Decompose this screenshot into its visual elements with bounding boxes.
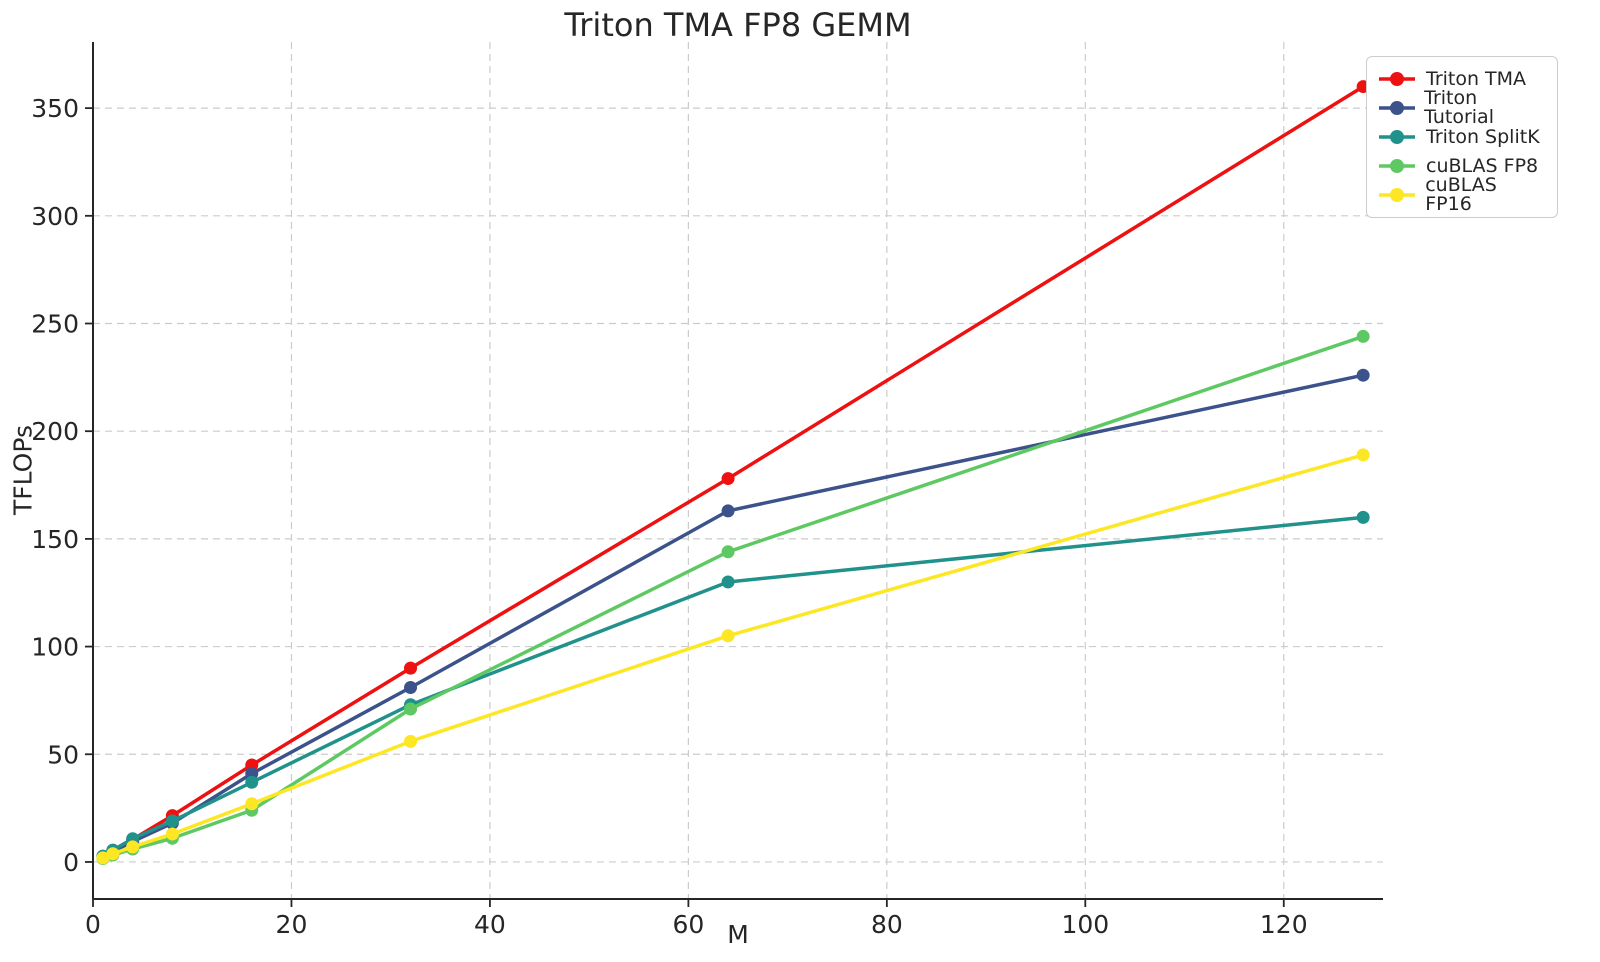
data-point-marker xyxy=(404,661,418,675)
data-point-marker xyxy=(1356,448,1370,462)
data-point-marker xyxy=(404,680,418,694)
x-tick-label: 80 xyxy=(871,910,903,939)
data-point-marker xyxy=(404,734,418,748)
y-axis-label: TFLOPs xyxy=(8,424,38,516)
x-tick-label: 60 xyxy=(672,910,704,939)
data-point-marker xyxy=(245,775,259,789)
data-point-marker xyxy=(721,575,735,589)
legend-item: cuBLAS FP16 xyxy=(1377,176,1547,214)
y-tick-label: 200 xyxy=(31,417,79,446)
legend-item: Triton SplitK xyxy=(1377,124,1547,150)
data-point-marker xyxy=(126,840,140,854)
data-point-marker xyxy=(96,851,110,865)
data-point-marker xyxy=(721,504,735,518)
data-point-marker xyxy=(165,814,179,828)
y-tick-label: 150 xyxy=(31,525,79,554)
data-point-marker xyxy=(1356,329,1370,343)
x-tick-label: 20 xyxy=(276,910,308,939)
data-point-marker xyxy=(1356,510,1370,524)
x-tick-label: 0 xyxy=(85,910,101,939)
legend-line-sample-icon xyxy=(1379,101,1415,115)
y-tick-label: 50 xyxy=(47,740,79,769)
legend: Triton TMA Triton Tutorial Triton SplitK cu… xyxy=(1366,56,1558,218)
x-tick-label: 100 xyxy=(1061,910,1109,939)
y-tick-label: 300 xyxy=(31,202,79,231)
legend-item: Triton Tutorial xyxy=(1377,89,1547,127)
legend-line-sample-icon xyxy=(1379,188,1415,202)
data-point-marker xyxy=(721,629,735,643)
x-axis-label: M xyxy=(727,920,749,949)
chart-title: Triton TMA FP8 GEMM xyxy=(564,6,912,44)
data-point-marker xyxy=(721,472,735,486)
legend-label: cuBLAS FP16 xyxy=(1425,174,1497,215)
legend-label: Triton TMA xyxy=(1426,67,1527,90)
legend-label: Triton SplitK xyxy=(1426,125,1540,148)
legend-item: cuBLAS FP8 xyxy=(1377,153,1547,179)
series-line xyxy=(101,515,1365,858)
x-tick-label: 120 xyxy=(1260,910,1308,939)
data-point-marker xyxy=(404,702,418,716)
legend-line-sample-icon xyxy=(1379,130,1415,144)
y-tick-label: 250 xyxy=(31,310,79,339)
y-tick-label: 350 xyxy=(31,94,79,123)
legend-label: cuBLAS FP8 xyxy=(1426,154,1539,177)
legend-line-sample-icon xyxy=(1379,159,1415,173)
legend-label: Triton Tutorial xyxy=(1424,87,1494,128)
y-tick-label: 100 xyxy=(31,633,79,662)
data-point-marker xyxy=(1356,368,1370,382)
data-point-marker xyxy=(245,797,259,811)
data-point-marker xyxy=(721,545,735,559)
legend-item: Triton TMA xyxy=(1377,66,1547,92)
legend-line-sample-icon xyxy=(1379,72,1415,86)
data-point-marker xyxy=(165,827,179,841)
y-tick-label: 0 xyxy=(63,848,79,877)
data-point-marker xyxy=(106,847,120,861)
x-tick-label: 40 xyxy=(474,910,506,939)
